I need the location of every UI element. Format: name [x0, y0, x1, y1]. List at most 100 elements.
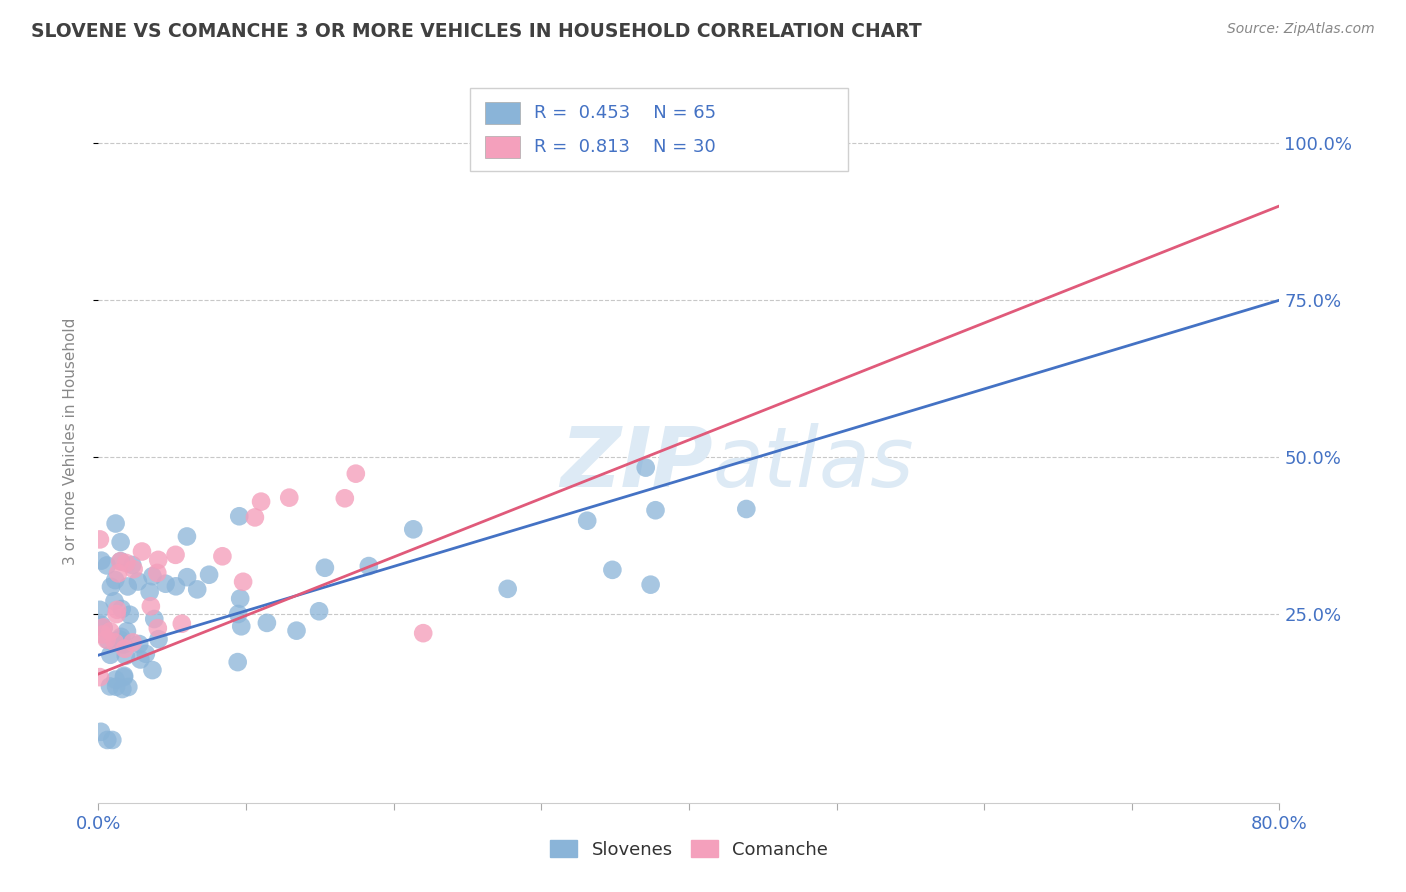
Point	[148, 553, 170, 567]
Point	[146, 621, 169, 635]
Point	[231, 619, 253, 633]
Point	[118, 607, 141, 622]
Bar	[485, 102, 520, 124]
Point	[176, 529, 198, 543]
Point	[576, 514, 599, 528]
Point	[117, 579, 139, 593]
Point	[110, 630, 132, 644]
Point	[104, 516, 127, 531]
Point	[104, 635, 127, 649]
Point	[107, 566, 129, 581]
Point	[96, 558, 118, 573]
Point	[496, 582, 519, 596]
Text: SLOVENE VS COMANCHE 3 OR MORE VEHICLES IN HOUSEHOLD CORRELATION CHART: SLOVENE VS COMANCHE 3 OR MORE VEHICLES I…	[31, 22, 922, 41]
Point	[101, 733, 124, 747]
Point	[256, 615, 278, 630]
Point	[112, 669, 135, 683]
Point	[91, 620, 114, 634]
Point	[141, 663, 163, 677]
Point	[89, 603, 111, 617]
Point	[97, 633, 120, 648]
Point	[211, 549, 233, 564]
Point	[121, 635, 143, 649]
Point	[105, 607, 128, 621]
Point	[634, 460, 657, 475]
Point	[186, 582, 208, 597]
Point	[644, 503, 666, 517]
Point	[103, 594, 125, 608]
Point	[402, 522, 425, 536]
Point	[91, 627, 114, 641]
Y-axis label: 3 or more Vehicles in Household: 3 or more Vehicles in Household	[63, 318, 77, 566]
Point	[198, 567, 221, 582]
Point	[138, 584, 160, 599]
Point	[640, 577, 662, 591]
Point	[148, 632, 170, 647]
Point	[602, 563, 624, 577]
Point	[250, 494, 273, 508]
Point	[226, 607, 249, 621]
Point	[111, 602, 134, 616]
Point	[232, 574, 254, 589]
Point	[122, 562, 145, 576]
Point	[146, 566, 169, 580]
Point	[112, 670, 135, 684]
Point	[96, 632, 118, 647]
Point	[344, 467, 367, 481]
Point	[228, 509, 250, 524]
Point	[139, 599, 162, 614]
Point	[110, 554, 132, 568]
Point	[105, 680, 128, 694]
Point	[314, 560, 336, 574]
Point	[112, 638, 135, 652]
Point	[170, 616, 193, 631]
Point	[141, 569, 163, 583]
Point	[90, 617, 112, 632]
Point	[89, 533, 111, 547]
Point	[412, 626, 434, 640]
Point	[229, 591, 252, 606]
Point	[333, 491, 356, 506]
Point	[100, 580, 122, 594]
Point	[176, 570, 198, 584]
Point	[89, 670, 111, 684]
Point	[114, 648, 136, 663]
Text: Source: ZipAtlas.com: Source: ZipAtlas.com	[1227, 22, 1375, 37]
Point	[226, 655, 249, 669]
Point	[165, 579, 187, 593]
Point	[98, 648, 121, 662]
Point	[98, 680, 121, 694]
Point	[128, 637, 150, 651]
Point	[278, 491, 301, 505]
Point	[90, 554, 112, 568]
Point	[143, 612, 166, 626]
Point	[308, 604, 330, 618]
Bar	[485, 136, 520, 158]
Text: R =  0.453    N = 65: R = 0.453 N = 65	[534, 103, 716, 122]
Point	[104, 673, 127, 687]
Point	[96, 733, 118, 747]
Text: R =  0.813    N = 30: R = 0.813 N = 30	[534, 137, 716, 156]
Point	[131, 544, 153, 558]
Point	[735, 502, 758, 516]
Point	[127, 574, 149, 589]
Point	[115, 556, 138, 570]
Point	[110, 554, 132, 568]
Point	[114, 641, 136, 656]
Point	[155, 576, 177, 591]
Text: atlas: atlas	[713, 423, 914, 504]
Point	[105, 603, 128, 617]
Point	[98, 624, 121, 639]
Point	[110, 535, 132, 549]
Point	[117, 680, 139, 694]
Point	[104, 573, 127, 587]
Text: ZIP: ZIP	[560, 423, 713, 504]
Point	[90, 724, 112, 739]
Point	[121, 558, 143, 572]
FancyBboxPatch shape	[471, 87, 848, 170]
Point	[243, 510, 266, 524]
Point	[108, 632, 131, 647]
Point	[111, 681, 134, 696]
Point	[357, 559, 380, 574]
Point	[115, 624, 138, 639]
